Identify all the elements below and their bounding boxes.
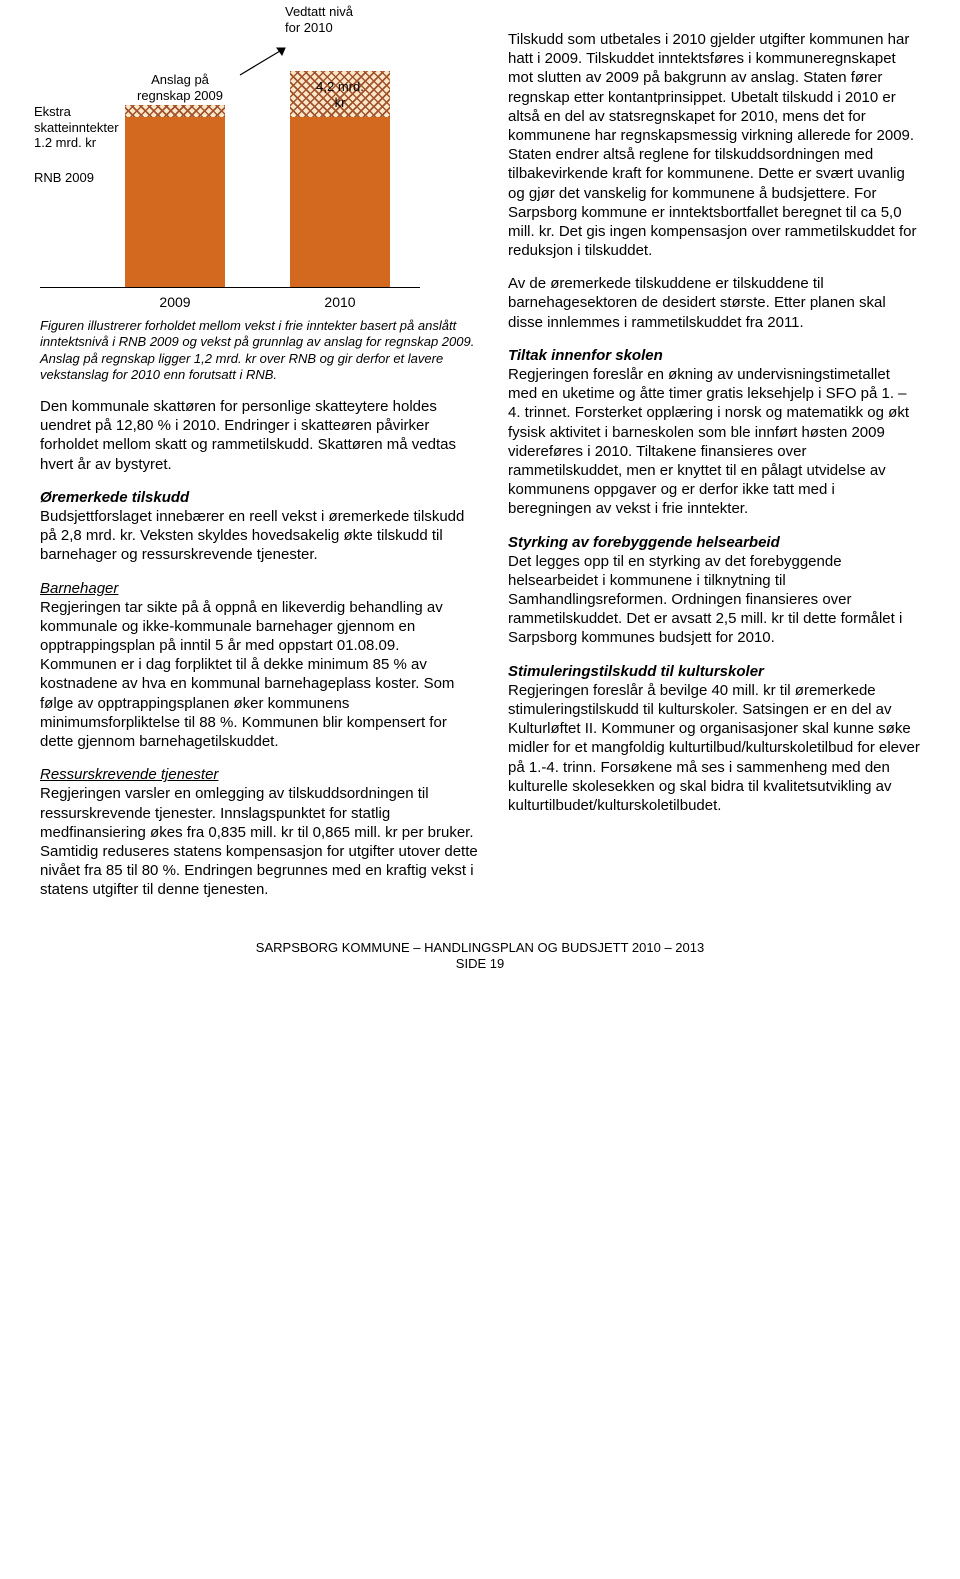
caption-42mrd: 4,2 mrd. kr — [290, 79, 390, 110]
right-block-4: Styrking av forebyggende helsearbeid Det… — [508, 533, 920, 648]
right-column: Tilskudd som utbetales i 2010 gjelder ut… — [508, 30, 920, 914]
left-block-3: Barnehager Regjeringen tar sikte på å op… — [40, 579, 480, 752]
left-h3: Ressurskrevende tjenester — [40, 766, 218, 783]
left-p4: Regjeringen varsler en omlegging av tils… — [40, 785, 478, 898]
right-p5: Regjeringen foreslår å bevilge 40 mill. … — [508, 682, 920, 814]
caption-anslag: Anslag på regnskap 2009 — [125, 72, 235, 103]
right-p3: Regjeringen foreslår en økning av underv… — [508, 366, 909, 517]
left-p2: Budsjettforslaget innebærer en reell vek… — [40, 508, 464, 563]
right-p1: Tilskudd som utbetales i 2010 gjelder ut… — [508, 30, 920, 260]
bar-2009 — [125, 105, 225, 287]
left-p3: Regjeringen tar sikte på å oppnå en like… — [40, 599, 454, 750]
revenue-chart: Vedtatt nivå for 2010 Anslag på regnskap… — [40, 30, 420, 310]
bar-2010-hatch: 4,2 mrd. kr — [290, 71, 390, 117]
chart-note: Figuren illustrerer forholdet mellom vek… — [40, 318, 480, 383]
caption-top: Vedtatt nivå for 2010 — [285, 4, 353, 35]
footer-line2: SIDE 19 — [40, 956, 920, 973]
bar-2010: 4,2 mrd. kr — [290, 71, 390, 287]
bar-2009-main — [125, 117, 225, 287]
xlabel-2010: 2010 — [290, 294, 390, 310]
chart-plot-area: Vedtatt nivå for 2010 Anslag på regnskap… — [40, 30, 420, 288]
two-column-layout: Vedtatt nivå for 2010 Anslag på regnskap… — [40, 30, 920, 914]
footer-line1: SARPSBORG KOMMUNE – HANDLINGSPLAN OG BUD… — [40, 940, 920, 957]
left-block-4: Ressurskrevende tjenester Regjeringen va… — [40, 765, 480, 899]
bar-2009-hatch — [125, 105, 225, 117]
right-h1: Tiltak innenfor skolen — [508, 347, 663, 364]
arrow-icon — [235, 40, 295, 80]
right-p4: Det legges opp til en styrking av det fo… — [508, 553, 902, 647]
left-h1: Øremerkede tilskudd — [40, 489, 189, 506]
caption-ekstra: Ekstra skatteinntekter 1.2 mrd. kr — [34, 104, 119, 151]
caption-rnb: RNB 2009 — [34, 170, 94, 186]
right-p2: Av de øremerkede tilskuddene er tilskudd… — [508, 274, 920, 332]
bar-2010-main — [290, 117, 390, 287]
right-h2: Styrking av forebyggende helsearbeid — [508, 534, 780, 551]
right-block-5: Stimuleringstilskudd til kulturskoler Re… — [508, 662, 920, 816]
right-h3: Stimuleringstilskudd til kulturskoler — [508, 663, 764, 680]
left-p1: Den kommunale skattøren for personlige s… — [40, 397, 480, 474]
left-block-2: Øremerkede tilskudd Budsjettforslaget in… — [40, 488, 480, 565]
page-footer: SARPSBORG KOMMUNE – HANDLINGSPLAN OG BUD… — [40, 940, 920, 974]
left-column: Vedtatt nivå for 2010 Anslag på regnskap… — [40, 30, 480, 914]
right-block-3: Tiltak innenfor skolen Regjeringen fores… — [508, 346, 920, 519]
xlabel-2009: 2009 — [125, 294, 225, 310]
left-h2: Barnehager — [40, 580, 118, 597]
